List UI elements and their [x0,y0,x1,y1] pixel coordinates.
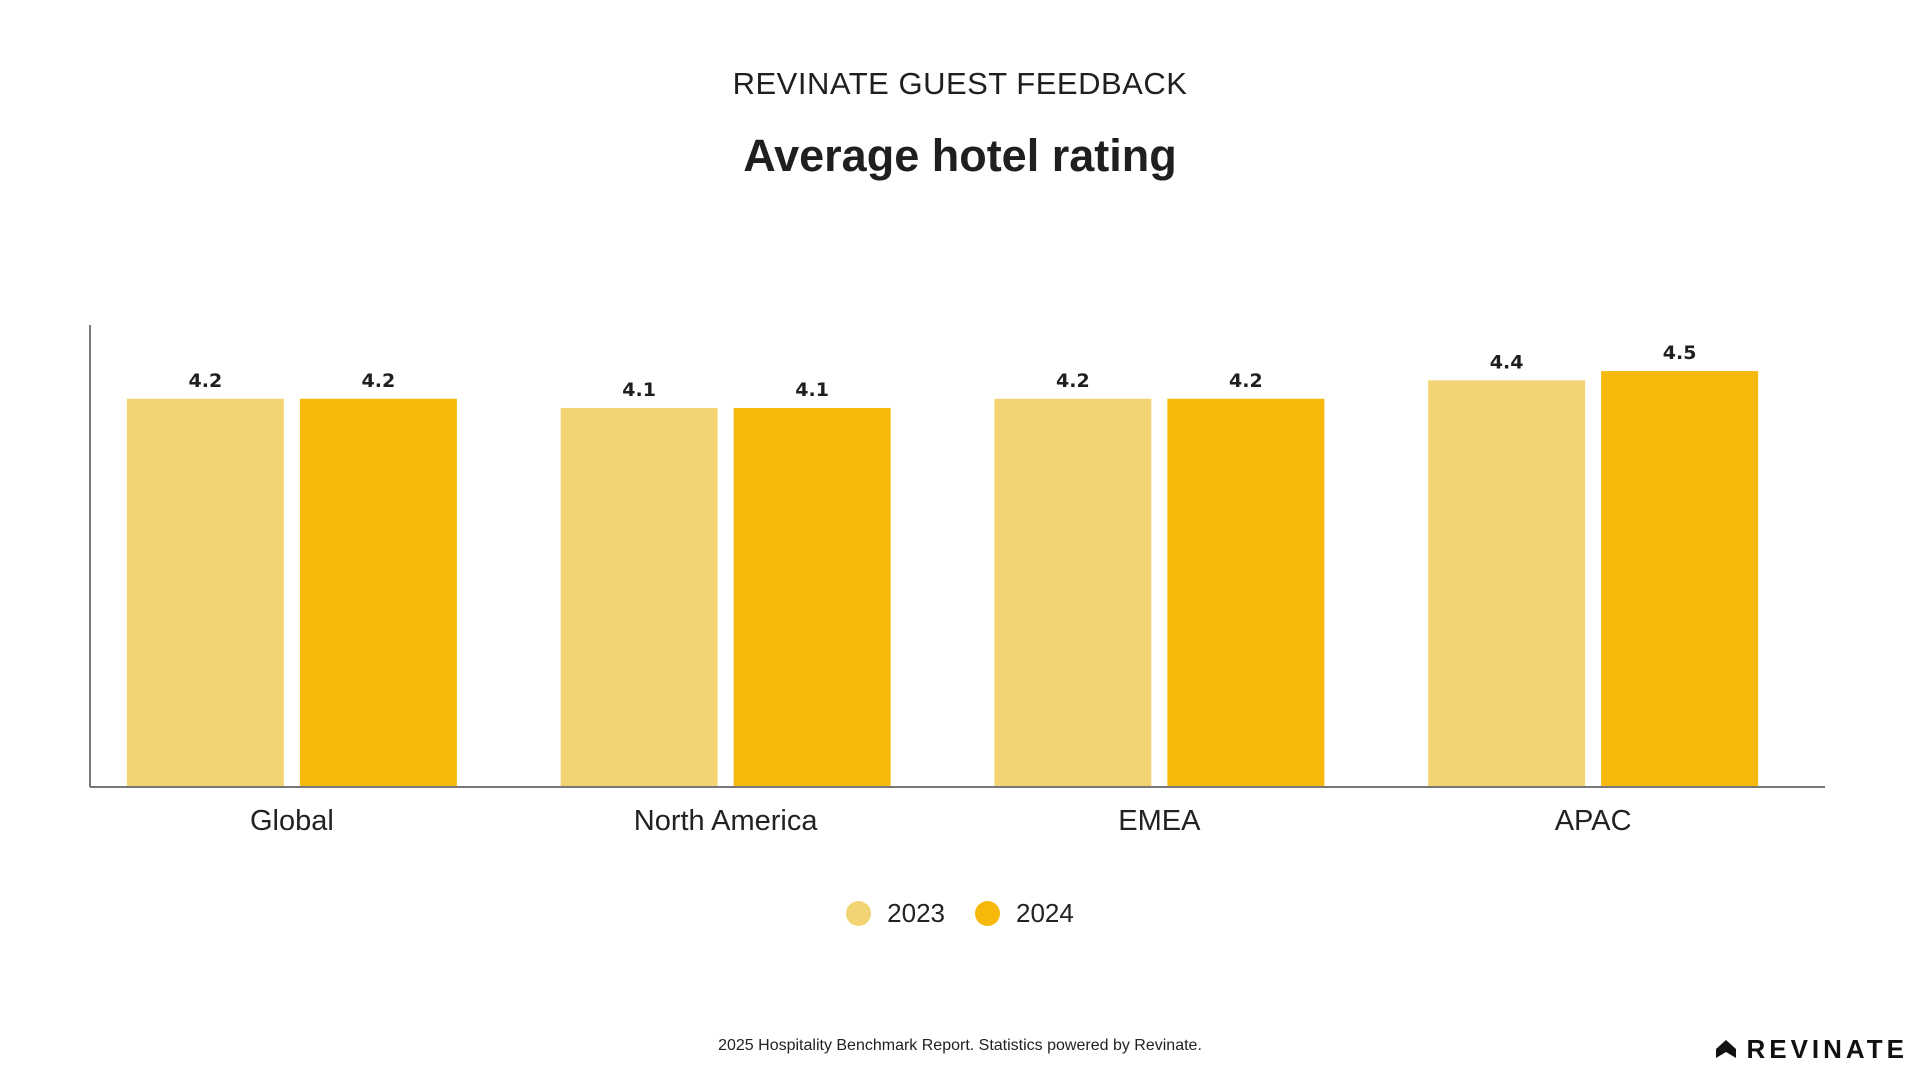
revinate-logo[interactable]: REVINATE [1714,1034,1908,1065]
legend-swatch-2024 [975,901,1000,926]
bar-global-2024[interactable] [299,398,457,786]
revinate-logo-text: REVINATE [1746,1034,1908,1064]
legend-item-2023[interactable]: 2023 [846,898,945,929]
data-label: 4.2 [1056,370,1090,392]
x-tick-label: Global [250,805,334,837]
data-label: 4.2 [362,370,396,392]
data-label: 4.4 [1490,351,1524,373]
bar-apac-2024[interactable] [1601,371,1759,786]
bar-north-america-2024[interactable] [733,407,891,786]
footer-note: 2025 Hospitality Benchmark Report. Stati… [718,1037,1202,1054]
bar-emea-2024[interactable] [1167,398,1325,786]
data-label: 4.2 [189,370,223,392]
chart-eyebrow: REVINATE GUEST FEEDBACK [732,66,1188,101]
legend-swatch-2023 [846,901,872,926]
chart-title: Average hotel rating [743,130,1177,181]
revinate-logo-icon [1716,1039,1737,1058]
data-label: 4.1 [622,379,656,401]
bar-global-2023[interactable] [126,398,284,786]
bar-apac-2023[interactable] [1428,380,1586,786]
legend-item-2024[interactable]: 2024 [975,898,1074,929]
legend-label-2024: 2024 [1016,898,1074,928]
chart-legend: 2023 2024 [0,898,1920,929]
x-tick-label: APAC [1555,805,1632,837]
x-tick-label: EMEA [1118,805,1201,837]
data-label: 4.2 [1229,370,1263,392]
bar-emea-2023[interactable] [994,398,1152,786]
bar-north-america-2023[interactable] [560,407,718,786]
data-label: 4.1 [795,379,829,401]
data-label: 4.5 [1663,342,1697,364]
x-tick-label: North America [634,805,819,837]
legend-label-2023: 2023 [887,898,945,928]
